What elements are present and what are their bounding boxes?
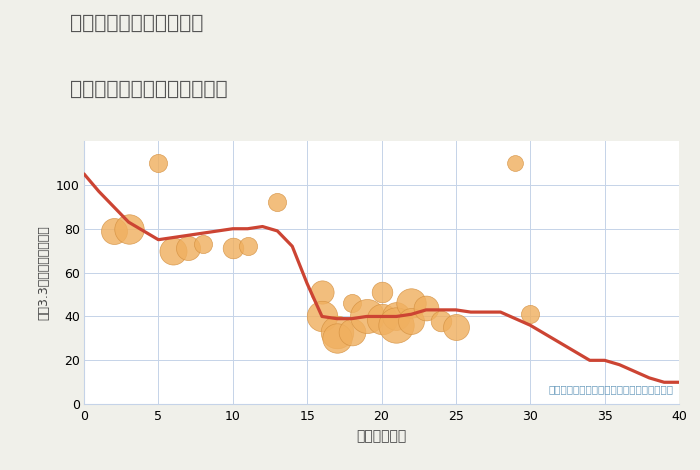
Point [346,328,357,336]
Point [242,243,253,250]
Point [376,289,387,296]
Y-axis label: 坪（3.3㎡）単価（万円）: 坪（3.3㎡）単価（万円） [37,225,50,320]
Text: 円の大きさは、取引のあった物件面積を示す: 円の大きさは、取引のあった物件面積を示す [548,384,673,394]
Point [183,245,194,252]
X-axis label: 築年数（年）: 築年数（年） [356,430,407,444]
Point [346,299,357,307]
Point [435,317,447,325]
Point [525,311,536,318]
Point [391,313,402,320]
Point [197,240,209,248]
Text: 埼玉県東松山市あずま町: 埼玉県東松山市あずま町 [70,14,204,33]
Point [406,317,417,325]
Point [316,313,328,320]
Point [376,315,387,322]
Point [316,289,328,296]
Point [510,159,521,167]
Point [153,159,164,167]
Point [331,335,342,342]
Point [168,247,179,254]
Point [272,199,283,206]
Point [123,225,134,233]
Point [421,304,432,312]
Point [450,324,461,331]
Point [391,321,402,329]
Point [331,328,342,336]
Point [227,245,238,252]
Point [406,299,417,307]
Text: 築年数別中古マンション価格: 築年数別中古マンション価格 [70,80,228,99]
Point [361,313,372,320]
Point [108,227,119,235]
